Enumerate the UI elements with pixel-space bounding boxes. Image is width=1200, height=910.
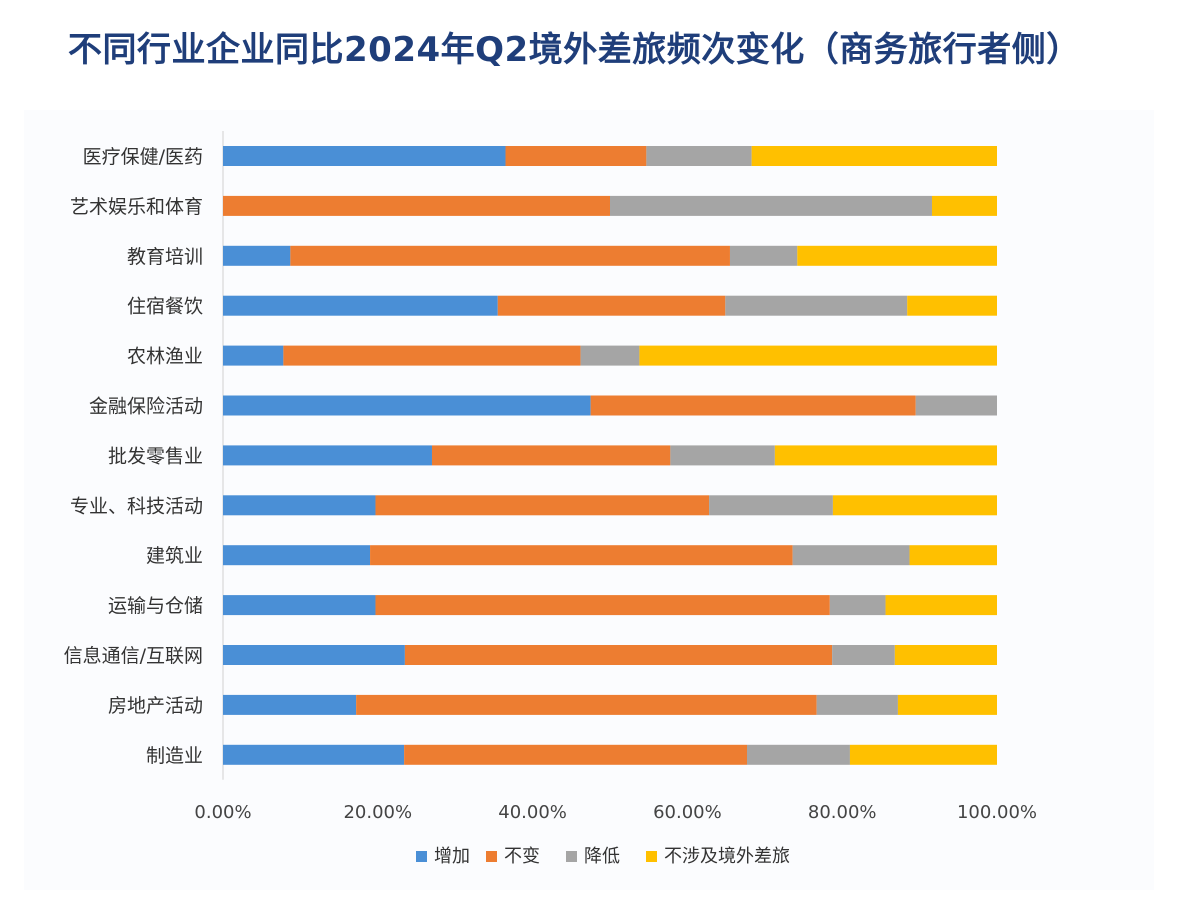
bar-segment-not-applicable	[774, 445, 997, 466]
bar-segment-increase	[223, 545, 371, 566]
bar-segment-increase	[223, 395, 591, 416]
bar-segment-unchanged	[505, 146, 647, 166]
category-label: 住宿餐饮	[127, 296, 203, 318]
legend-label: 降低	[584, 846, 620, 867]
category-label: 信息通信/互联网	[64, 645, 203, 667]
legend-swatch	[486, 851, 497, 862]
x-tick-label: 80.00%	[808, 802, 877, 823]
legend-label: 不涉及境外差旅	[664, 846, 790, 867]
bar-segment-unchanged	[223, 195, 610, 216]
category-label: 教育培训	[127, 246, 203, 268]
category-label: 农林渔业	[127, 346, 203, 368]
bar-segment-increase	[223, 345, 284, 366]
bar-segment-unchanged	[590, 395, 916, 416]
bar-segment-unchanged	[283, 345, 581, 366]
bar-segment-decrease	[580, 345, 640, 366]
bar-segment-not-applicable	[797, 245, 997, 266]
bar-segment-decrease	[646, 146, 752, 166]
bar-segment-decrease	[610, 195, 932, 216]
bar-segment-increase	[223, 445, 432, 466]
bar-segment-decrease	[709, 495, 833, 516]
bar-segment-not-applicable	[907, 295, 997, 316]
bar-segment-decrease	[915, 395, 997, 416]
x-tick-label: 40.00%	[498, 802, 567, 823]
bar-segment-increase	[223, 295, 498, 316]
bar-segment-unchanged	[404, 645, 833, 665]
bar-segment-increase	[223, 595, 376, 616]
bar-segment-unchanged	[404, 744, 747, 765]
bar-segment-increase	[223, 645, 405, 665]
bar-segment-not-applicable	[639, 345, 997, 366]
x-tick-label: 100.00%	[957, 802, 1037, 823]
chart-title: 不同行业企业同比2024年Q2境外差旅频次变化（商务旅行者侧）	[68, 30, 1081, 70]
bar-segment-not-applicable	[897, 694, 997, 715]
category-label: 运输与仓储	[108, 595, 203, 617]
bar-segment-not-applicable	[751, 146, 997, 166]
category-label: 专业、科技活动	[70, 495, 203, 517]
bar-segment-not-applicable	[885, 595, 997, 616]
x-tick-label: 20.00%	[343, 802, 412, 823]
bar-segment-not-applicable	[849, 744, 997, 765]
bar-segment-decrease	[670, 445, 775, 466]
category-label: 制造业	[146, 745, 203, 767]
bar-segment-decrease	[792, 545, 910, 566]
bar-segment-unchanged	[431, 445, 671, 466]
bar-segment-decrease	[829, 595, 886, 616]
bar-segment-not-applicable	[832, 495, 997, 516]
bar-segment-increase	[223, 694, 357, 715]
bar-segment-decrease	[725, 295, 908, 316]
x-tick-label: 60.00%	[653, 802, 722, 823]
bar-segment-unchanged	[375, 595, 830, 616]
bar-segment-unchanged	[370, 545, 793, 566]
bar-segment-decrease	[832, 645, 895, 665]
legend-swatch	[416, 851, 427, 862]
bar-segment-unchanged	[375, 495, 710, 516]
legend-label: 不变	[504, 846, 540, 867]
bar-segment-increase	[223, 744, 405, 765]
bar-segment-increase	[223, 495, 376, 516]
bar-segment-decrease	[816, 694, 898, 715]
legend-swatch	[566, 851, 577, 862]
bar-segment-increase	[223, 245, 291, 266]
bar-segment-unchanged	[497, 295, 726, 316]
category-label: 批发零售业	[108, 445, 203, 467]
legend-label: 增加	[434, 846, 470, 867]
bar-segment-unchanged	[356, 694, 817, 715]
bar-segment-decrease	[746, 744, 850, 765]
bar-segment-not-applicable	[931, 195, 997, 216]
bar-segment-unchanged	[290, 245, 730, 266]
legend-swatch	[646, 851, 657, 862]
bar-segment-not-applicable	[909, 545, 997, 566]
category-label: 医疗保健/医药	[83, 146, 203, 168]
category-label: 艺术娱乐和体育	[70, 196, 203, 218]
category-label: 房地产活动	[108, 695, 203, 717]
bar-segment-increase	[223, 146, 506, 166]
bar-segment-decrease	[729, 245, 798, 266]
category-label: 建筑业	[146, 545, 203, 567]
category-label: 金融保险活动	[89, 396, 203, 418]
bar-segment-not-applicable	[894, 645, 997, 665]
x-tick-label: 0.00%	[194, 802, 251, 823]
